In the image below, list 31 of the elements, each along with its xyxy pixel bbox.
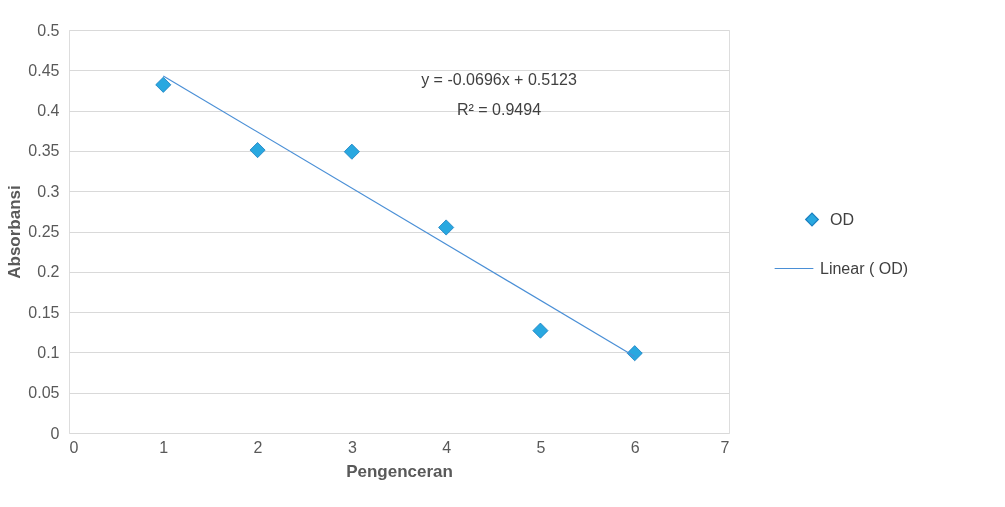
y-tick-label: 0.45 [28,61,60,79]
y-tick-label: 0.5 [37,21,60,39]
y-tick-label: 0.4 [37,102,60,120]
x-tick-label: 4 [442,438,452,456]
x-tick-label: 5 [536,438,546,456]
x-tick-label: 1 [159,438,169,456]
annotation: R² = 0.9494 [456,101,542,118]
point [155,76,172,93]
x-axis-title: Pengenceran [346,461,453,481]
y-tick-label: 0.25 [28,223,60,240]
legend-label: OD [830,210,854,228]
x-tick-label: 2 [253,438,263,456]
y-tick-label: 0.15 [28,303,60,321]
legend-label: Linear ( OD) [820,259,909,277]
y-tick-label: 0.05 [28,384,60,402]
y-tick-label: 0 [50,424,60,442]
point [438,219,455,236]
point [343,143,360,160]
y-tick-label: 0.3 [37,182,60,200]
y-tick-label: 0.1 [37,343,60,361]
annotation: y = -0.0696x + 0.5123 [421,71,577,88]
point [249,142,266,159]
x-tick-label: 7 [720,438,730,456]
point [532,322,549,339]
y-axis-title: Absorbansi [5,185,25,279]
x-tick-label: 0 [69,438,79,456]
x-tick-label: 6 [630,438,640,456]
x-tick-label: 3 [347,438,357,456]
point [626,345,643,362]
y-tick-label: 0.2 [37,263,60,281]
y-tick-label: 0.35 [28,142,60,160]
